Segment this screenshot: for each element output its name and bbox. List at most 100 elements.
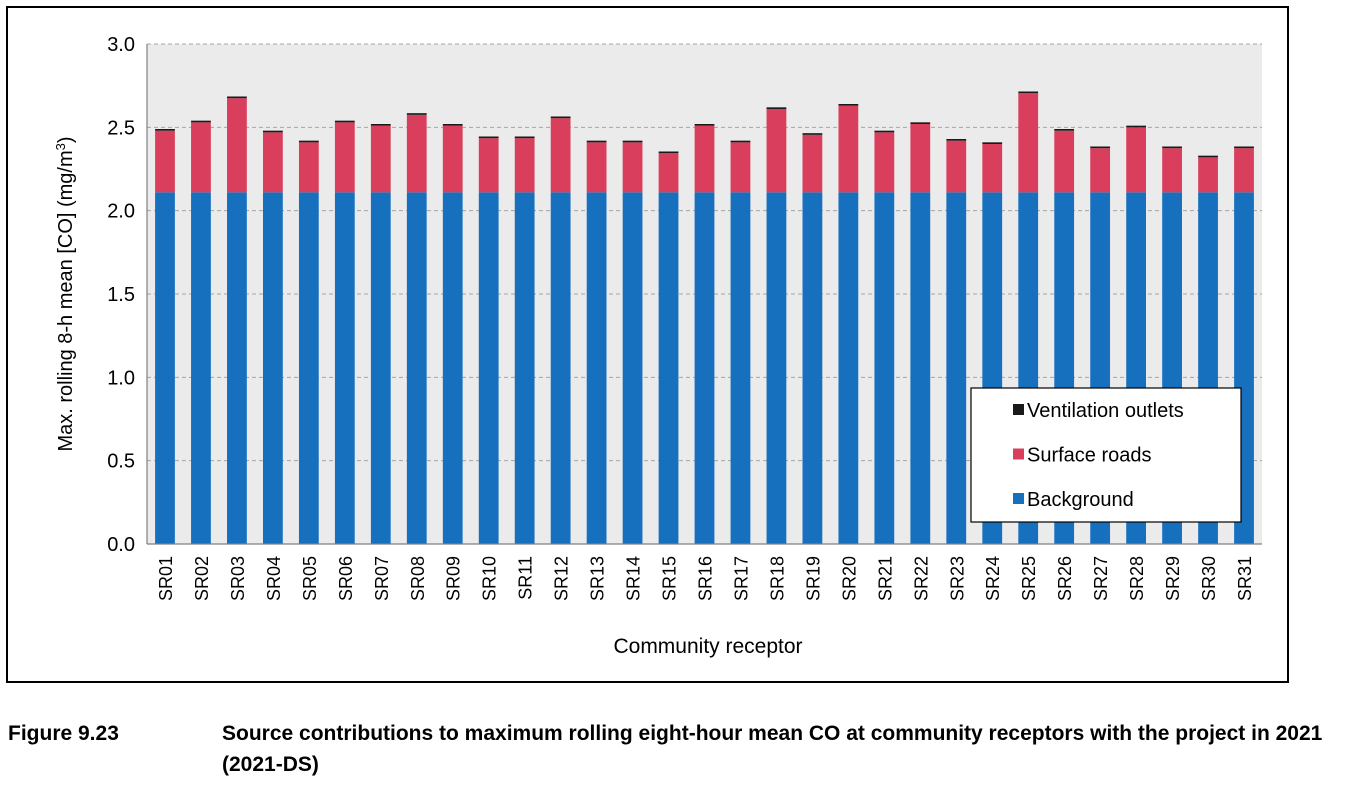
bar-ventilation-outlets-sr14	[622, 140, 643, 143]
gridlines	[147, 43, 1262, 462]
x-tick-label: SR02	[192, 556, 212, 601]
bar-surface-roads-sr14	[622, 142, 643, 193]
bar-background-sr14	[622, 192, 643, 545]
bar-surface-roads-sr30	[1198, 157, 1218, 193]
bar-surface-roads-sr15	[658, 153, 679, 193]
bar-background-sr09	[442, 192, 463, 545]
x-tick-label: SR29	[1163, 556, 1183, 601]
x-tick-label: SR14	[624, 556, 644, 601]
bar-ventilation-outlets-sr20	[838, 104, 859, 106]
bar-surface-roads-sr29	[1162, 148, 1182, 193]
x-tick-label: SR18	[767, 556, 787, 601]
y-tick-label: 1.5	[107, 284, 135, 306]
bar-ventilation-outlets-sr05	[298, 140, 319, 143]
bar-surface-roads-sr17	[730, 142, 751, 193]
bar-surface-roads-sr20	[838, 105, 859, 193]
bar-surface-roads-sr06	[334, 122, 355, 193]
bar-ventilation-outlets-sr11	[514, 136, 535, 139]
bar-ventilation-outlets-sr08	[406, 113, 427, 115]
y-tick-label: 0.0	[107, 534, 135, 556]
bar-background-sr16	[694, 192, 715, 545]
bar-background-sr21	[874, 192, 895, 545]
figure-caption: Source contributions to maximum rolling …	[222, 722, 1323, 776]
bar-ventilation-outlets-sr25	[1018, 91, 1039, 94]
x-axis-label: Community receptor	[613, 635, 802, 658]
x-tick-label: SR20	[839, 556, 859, 601]
y-tick-label: 2.5	[107, 117, 135, 139]
bar-surface-roads-sr01	[155, 130, 175, 193]
bar-surface-roads-sr07	[370, 125, 391, 193]
bar-background-sr13	[586, 192, 607, 545]
chart-frame: 0.0 0.5 1.0 1.5 2.0 2.5 3.0 SR01 SR02 SR03 SR04 SR…	[6, 6, 1289, 683]
x-tick-label: SR22	[911, 556, 931, 601]
x-tick-label: SR09	[444, 556, 464, 601]
bar-ventilation-outlets-sr02	[191, 120, 211, 123]
bar-ventilation-outlets-sr15	[658, 151, 679, 154]
bar-ventilation-outlets-sr17	[730, 140, 751, 143]
legend-swatch-ventilation-outlets	[1013, 404, 1024, 415]
bar-surface-roads-sr24	[982, 144, 1003, 193]
bar-background-sr11	[514, 192, 535, 545]
x-tick-label: SR03	[228, 556, 248, 601]
legend-swatch-background	[1013, 493, 1024, 504]
bar-surface-roads-sr19	[802, 134, 823, 193]
bar-background-sr12	[550, 192, 571, 545]
bar-ventilation-outlets-sr07	[370, 124, 391, 126]
bar-surface-roads-sr08	[406, 114, 427, 193]
bar-surface-roads-sr26	[1054, 130, 1075, 193]
x-tick-label: SR19	[803, 556, 823, 601]
bar-ventilation-outlets-sr31	[1234, 146, 1254, 149]
legend: Ventilation outlets Surface roads Backgrou…	[970, 387, 1242, 523]
bar-background-sr06	[334, 192, 355, 545]
bar-surface-roads-sr05	[298, 142, 319, 193]
y-tick-labels: 0.0 0.5 1.0 1.5 2.0 2.5 3.0	[107, 34, 135, 556]
y-tick-label: 1.0	[107, 367, 135, 389]
x-tick-label: SR12	[552, 556, 572, 601]
y-tick-label: 2.0	[107, 201, 135, 223]
bar-surface-roads-sr10	[478, 138, 499, 193]
x-tick-label: SR15	[660, 556, 680, 601]
legend-label-surface-roads: Surface roads	[1027, 445, 1152, 467]
figure-number: Figure 9.23	[8, 722, 119, 745]
bar-ventilation-outlets-sr21	[874, 130, 895, 133]
bar-surface-roads-sr13	[586, 142, 607, 193]
bar-ventilation-outlets-sr28	[1126, 125, 1147, 128]
bar-ventilation-outlets-sr06	[334, 120, 355, 123]
x-tick-label: SR24	[983, 556, 1003, 601]
x-tick-label: SR05	[300, 556, 320, 601]
bar-ventilation-outlets-sr30	[1198, 155, 1218, 158]
bar-ventilation-outlets-sr04	[262, 130, 283, 133]
x-tick-label: SR27	[1091, 556, 1111, 601]
bar-background-sr01	[155, 192, 175, 545]
bar-background-sr19	[802, 192, 823, 545]
bar-ventilation-outlets-sr01	[155, 129, 175, 131]
y-axis-label-close: )	[55, 136, 77, 143]
bar-ventilation-outlets-sr18	[766, 107, 787, 109]
bar-surface-roads-sr27	[1090, 148, 1111, 193]
x-tick-label: SR06	[336, 556, 356, 601]
bar-background-sr03	[227, 192, 247, 545]
bar-surface-roads-sr22	[910, 124, 931, 193]
bar-ventilation-outlets-sr19	[802, 133, 823, 135]
bar-background-sr18	[766, 192, 787, 545]
y-axis-label-main: Max. rolling 8-h mean [CO] (mg/m	[55, 150, 77, 451]
bar-ventilation-outlets-sr13	[586, 140, 607, 143]
bar-surface-roads-sr12	[550, 118, 571, 193]
bar-ventilation-outlets-sr29	[1162, 146, 1182, 149]
bar-background-sr15	[658, 192, 679, 545]
y-axis-label-superscript: 3	[53, 143, 68, 150]
x-tick-label: SR21	[875, 556, 895, 601]
bar-surface-roads-sr09	[442, 125, 463, 193]
bar-surface-roads-sr23	[946, 140, 967, 193]
y-tick-label: 3.0	[107, 34, 135, 56]
bar-background-sr08	[406, 192, 427, 545]
stacked-bar-chart: 0.00.51.01.52.02.53.0 SR01 SR02 SR03 SR04 SR…	[53, 34, 1262, 658]
x-tick-label: SR04	[264, 556, 284, 601]
y-axis-label: Max. rolling 8-h mean [CO] (mg/m3)	[53, 136, 78, 451]
x-tick-label: SR08	[408, 556, 428, 601]
bar-ventilation-outlets-sr10	[478, 136, 499, 139]
bar-background-sr10	[478, 192, 499, 545]
bar-background-sr04	[262, 192, 283, 545]
bar-surface-roads-sr25	[1018, 93, 1039, 193]
x-tick-label: SR30	[1199, 556, 1219, 601]
